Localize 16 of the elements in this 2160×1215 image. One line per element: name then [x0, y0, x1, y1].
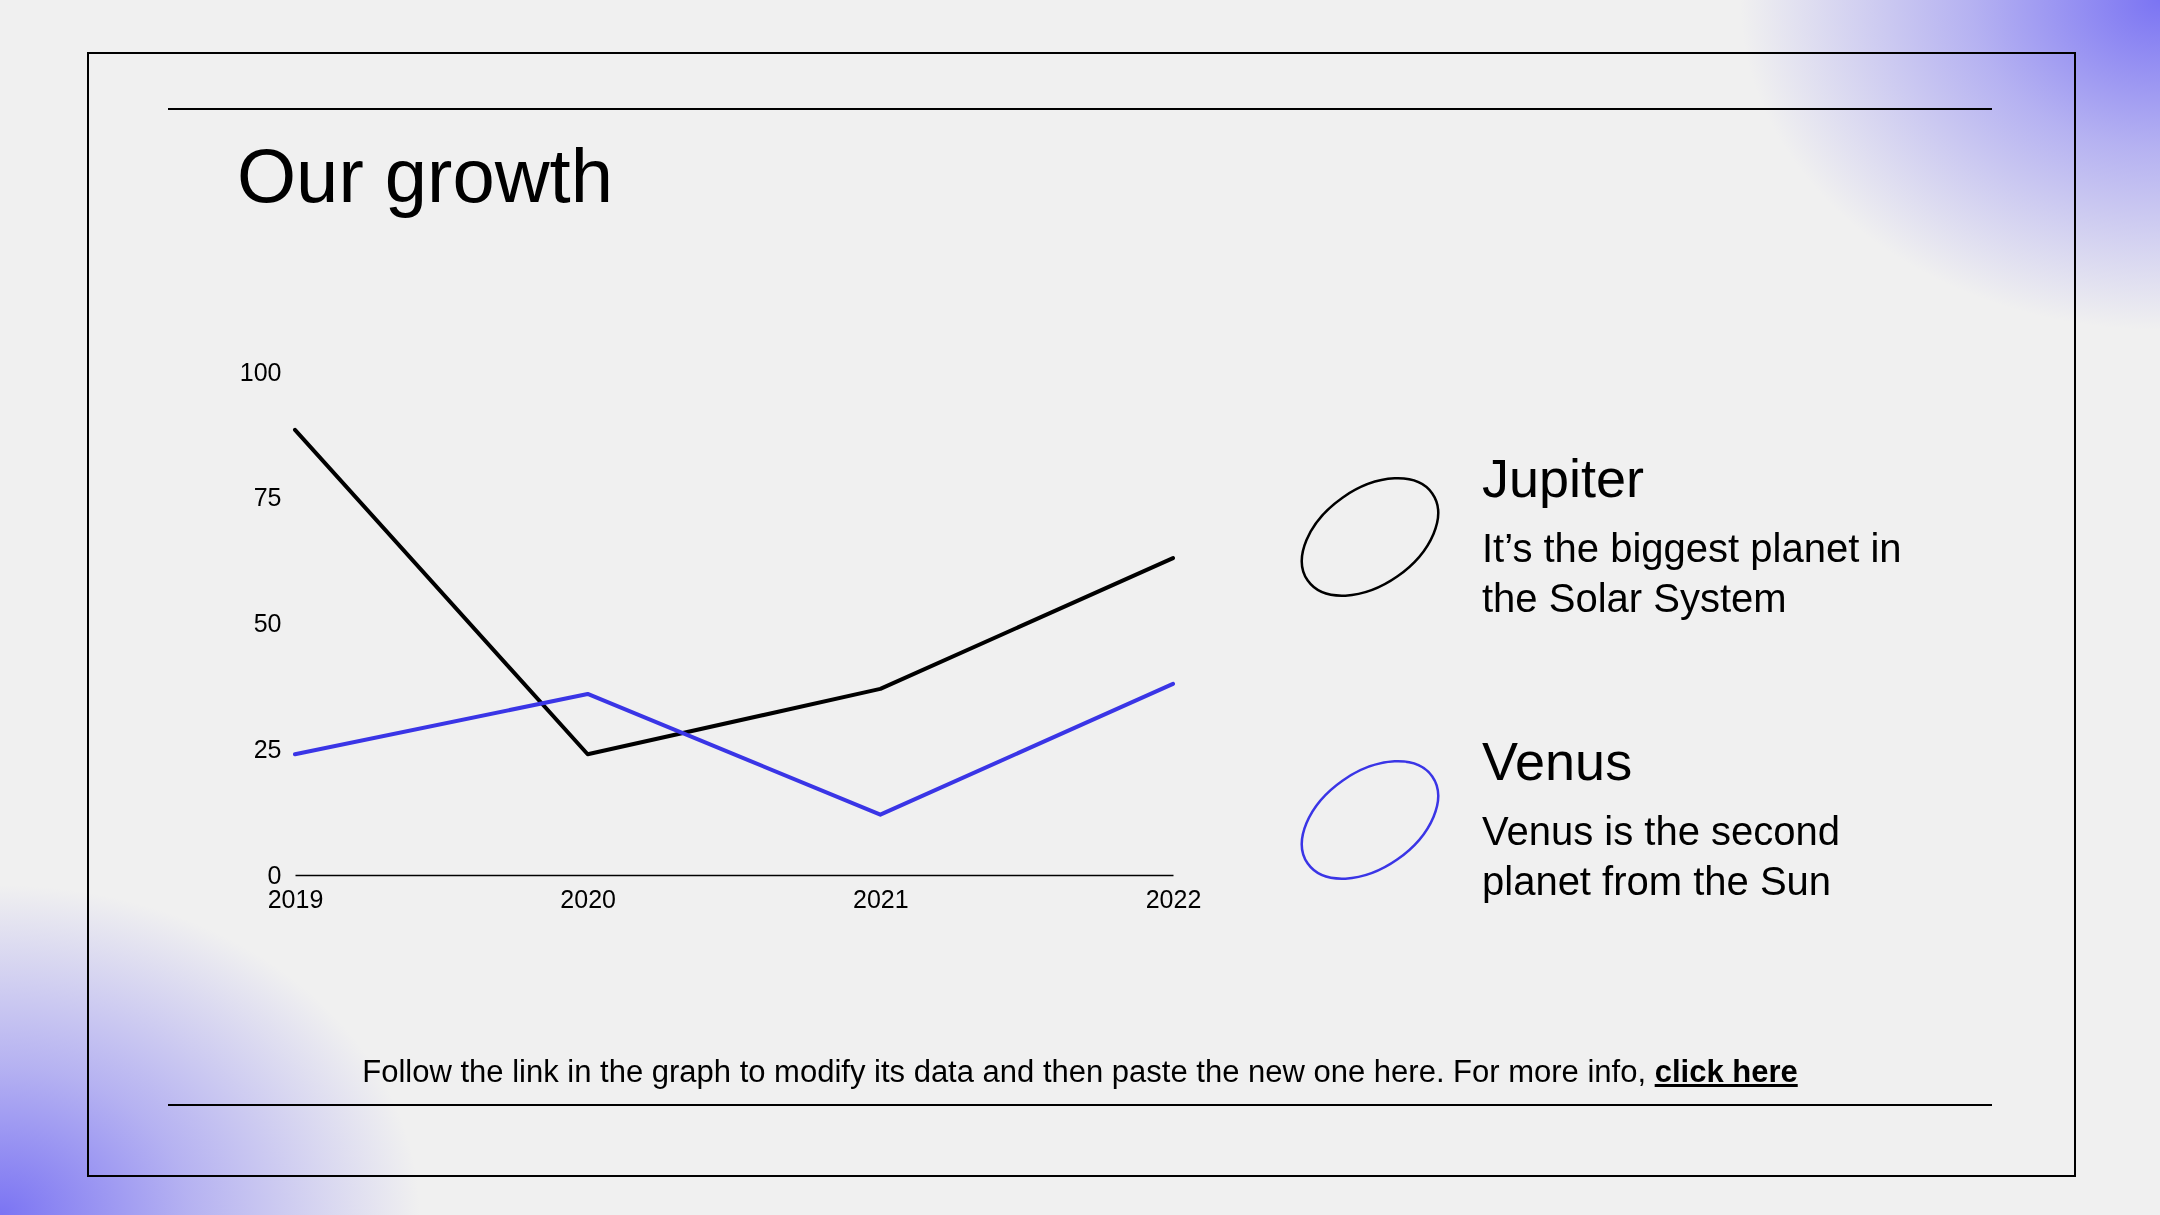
y-tick-label: 50: [253, 609, 282, 637]
text: Follow the link in the graph to modify its data and then paste the new one here. For more info,: [362, 1054, 1647, 1089]
x-tick-label: 2021: [853, 884, 909, 913]
x-tick-label: 2020: [560, 884, 616, 913]
text: Venus: [1482, 730, 1633, 792]
y-tick-label: 100: [239, 357, 282, 386]
line-series: [293, 427, 1175, 757]
x-tick-label: 2022: [1145, 884, 1202, 913]
y-tick-label: 25: [253, 734, 282, 763]
text: It’s the biggest planet in the Solar System: [1482, 525, 1903, 622]
text: Venus is the second planet from the Sun: [1482, 808, 1842, 905]
line-series: [293, 681, 1175, 817]
chart-title: Our growth: [237, 132, 613, 219]
text: Jupiter: [1482, 447, 1645, 509]
text: click here: [1654, 1054, 1798, 1089]
y-tick-label: 75: [253, 483, 282, 512]
